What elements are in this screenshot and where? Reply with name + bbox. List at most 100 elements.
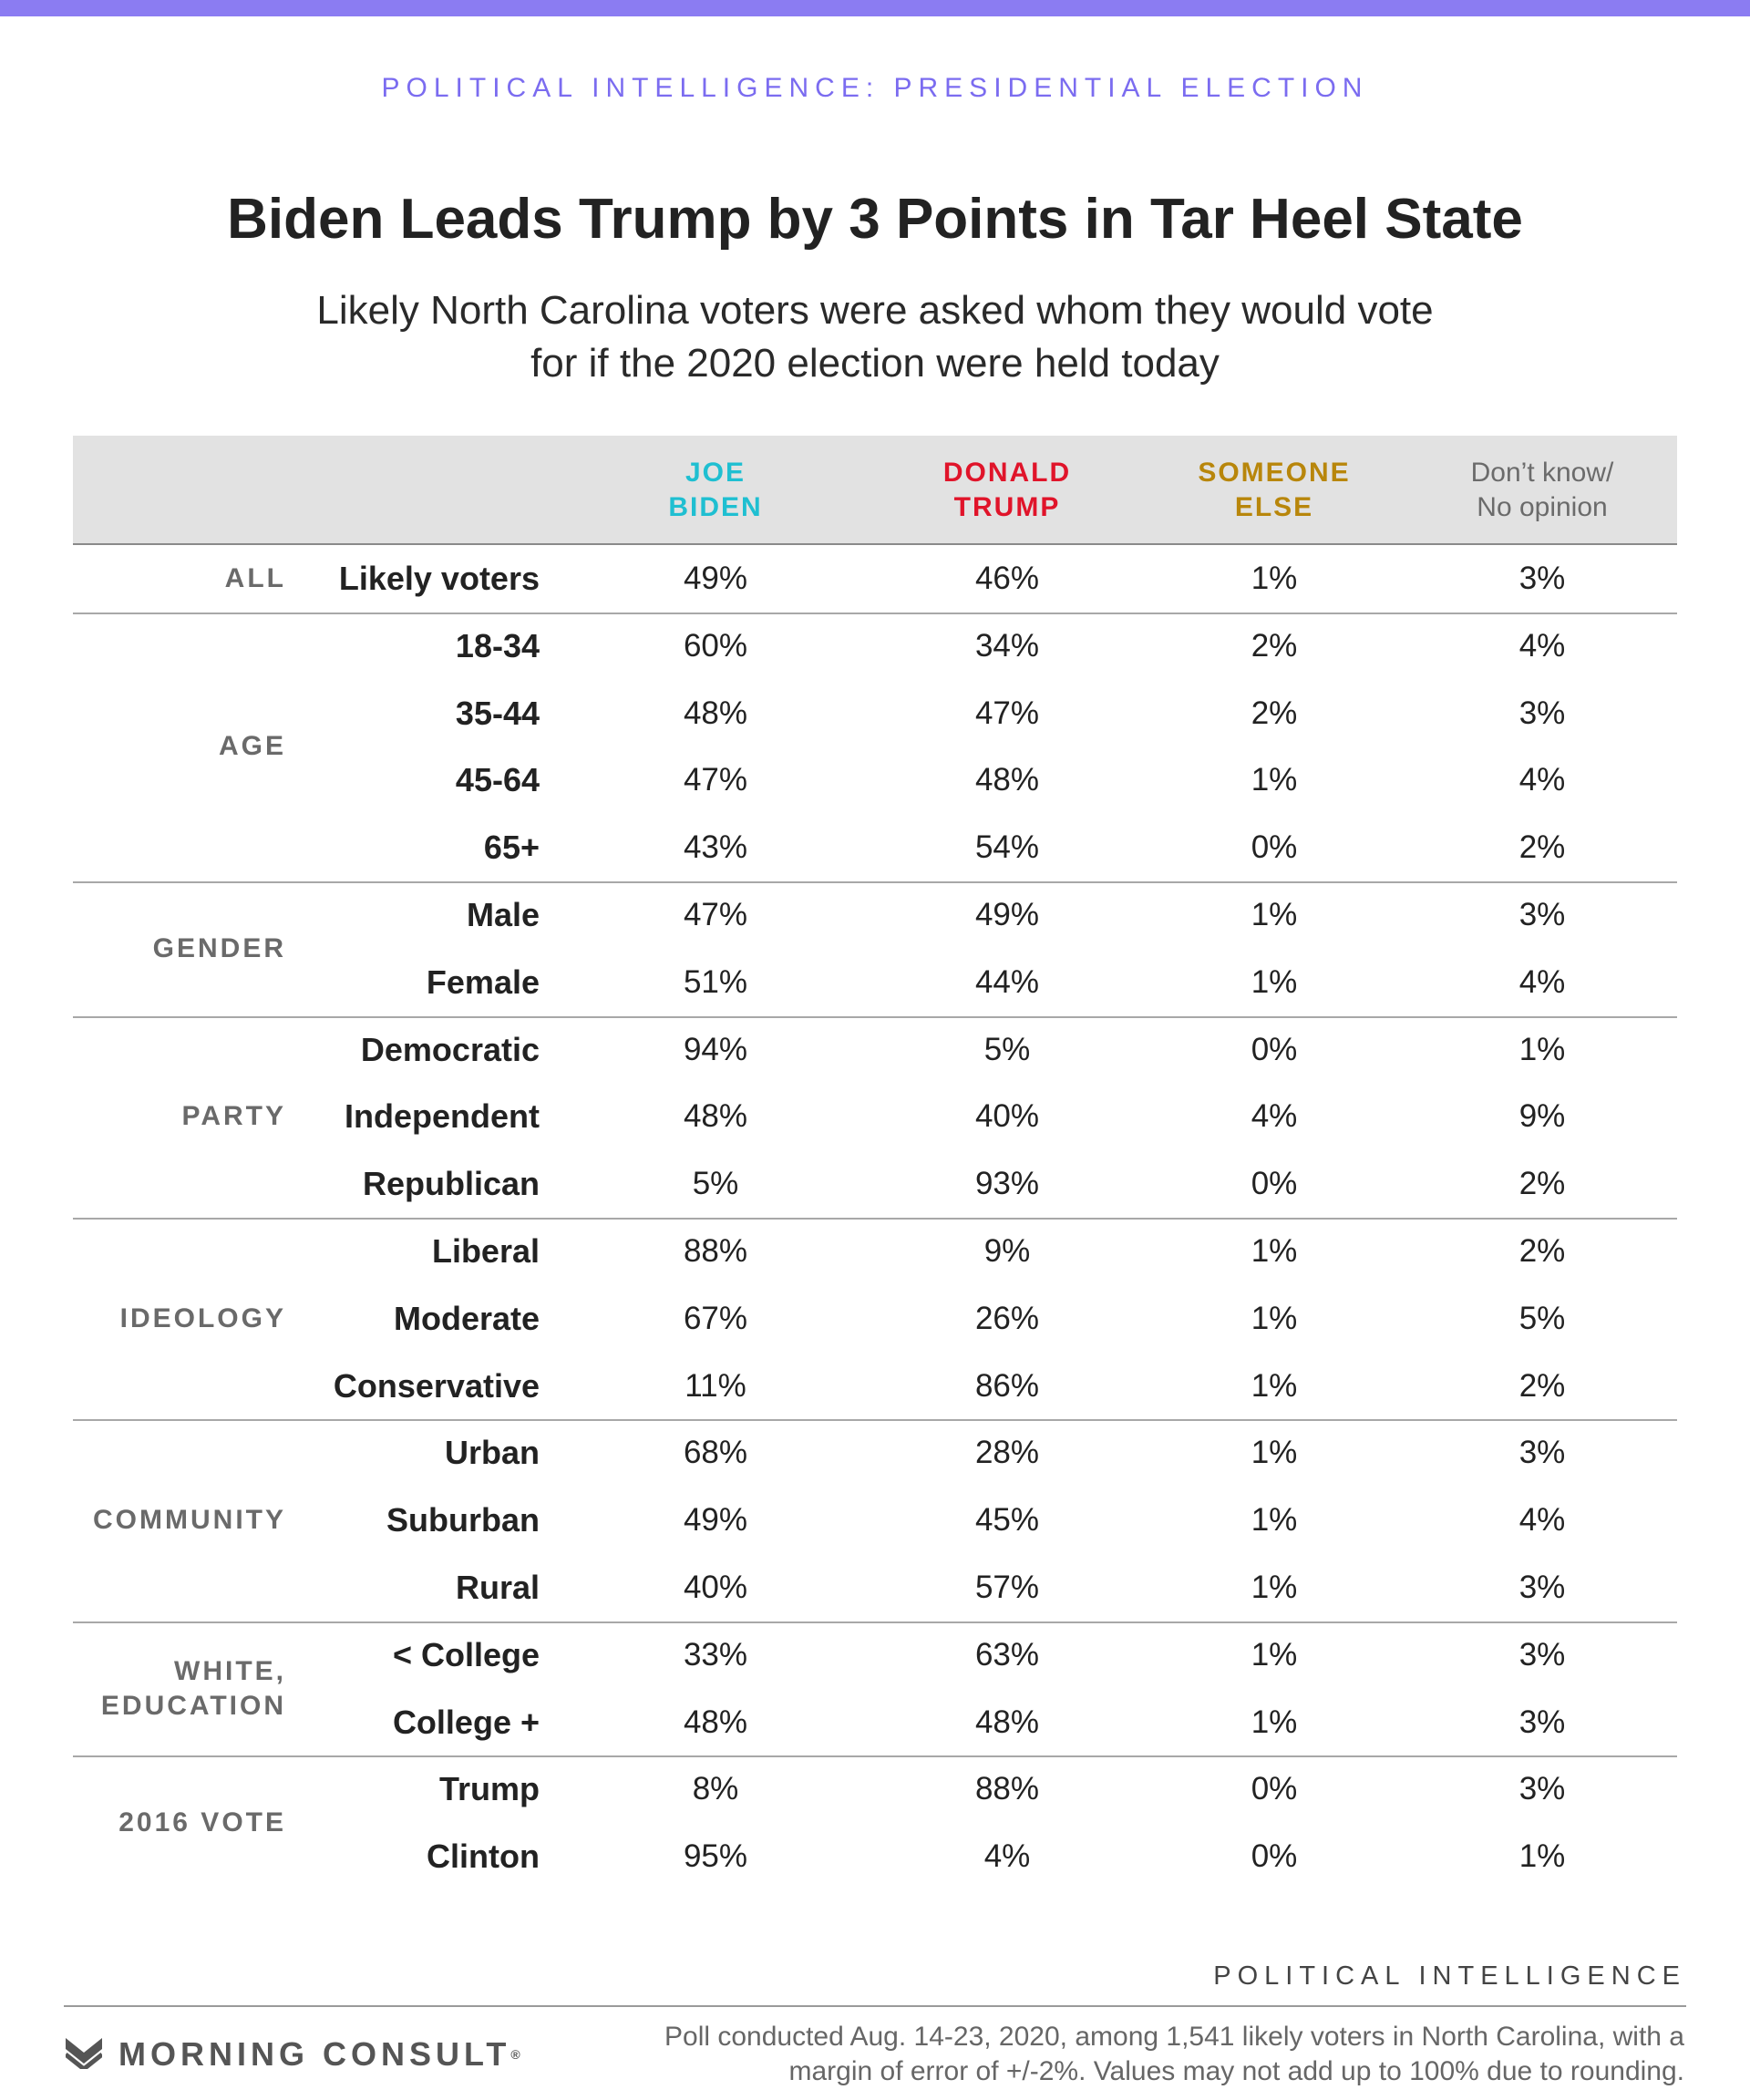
table-cell: 48%	[683, 695, 748, 731]
table-cell: 1%	[1251, 560, 1298, 596]
morning-consult-logo-icon	[66, 2038, 102, 2069]
source-tag: POLITICAL INTELLIGENCE	[1213, 1961, 1686, 1991]
table-cell: 0%	[1251, 1166, 1298, 1202]
table-cell: 1%	[1518, 1838, 1566, 1875]
table-cell: 49%	[683, 1502, 748, 1539]
table-cell: 4%	[1518, 627, 1566, 664]
row-label: < College	[392, 1635, 540, 1673]
table-cell: 47%	[974, 695, 1040, 731]
table-cell: 1%	[1251, 1636, 1298, 1673]
table-cell: 60%	[683, 627, 748, 664]
table-cell: 51%	[683, 963, 748, 1000]
table-cell: 1%	[1251, 1502, 1298, 1539]
table-cell: 2%	[1251, 627, 1298, 664]
table-cell: 57%	[974, 1569, 1040, 1605]
table-cell: 54%	[974, 829, 1040, 866]
table-cell: 2%	[1518, 829, 1566, 866]
row-label: Suburban	[386, 1501, 540, 1539]
group-label: GENDER	[152, 932, 286, 963]
table-cell: 94%	[683, 1031, 748, 1067]
row-label: Likely voters	[338, 559, 540, 597]
table-cell: 88%	[974, 1771, 1040, 1807]
row-label: Republican	[362, 1165, 540, 1203]
table-cell: 68%	[683, 1435, 748, 1471]
table-cell: 1%	[1251, 1232, 1298, 1269]
table-cell: 4%	[1518, 963, 1566, 1000]
group-label: IDEOLOGY	[119, 1302, 286, 1333]
row-label: Urban	[444, 1434, 540, 1472]
registered-mark: ®	[510, 2047, 520, 2062]
footer-divider	[64, 2005, 1686, 2007]
table-cell: 48%	[683, 1098, 748, 1135]
chart-title: Biden Leads Trump by 3 Points in Tar Hee…	[227, 188, 1523, 251]
table-cell: 49%	[974, 896, 1040, 932]
table-cell: 0%	[1251, 1838, 1298, 1875]
row-label: Female	[426, 962, 540, 1001]
table-cell: 1%	[1251, 896, 1298, 932]
table-cell: 2%	[1518, 1367, 1566, 1404]
row-label: Moderate	[393, 1299, 540, 1337]
table-cell: 2%	[1518, 1166, 1566, 1202]
table-cell: 34%	[974, 627, 1040, 664]
row-label: College +	[392, 1703, 540, 1741]
table-cell: 9%	[983, 1232, 1031, 1269]
group-divider	[73, 1419, 1677, 1422]
table-cell: 95%	[683, 1838, 748, 1875]
methodology-note: Poll conducted Aug. 14-23, 2020, among 1…	[664, 2022, 1684, 2086]
table-cell: 1%	[1251, 762, 1298, 798]
table-cell: 40%	[683, 1569, 748, 1605]
table-header	[73, 436, 1677, 545]
column-header-3: SOMEONE ELSE	[1198, 458, 1351, 522]
table-cell: 3%	[1518, 560, 1566, 596]
table-cell: 3%	[1518, 1636, 1566, 1673]
table-cell: 40%	[974, 1098, 1040, 1135]
table-cell: 3%	[1518, 695, 1566, 731]
table-cell: 1%	[1251, 1300, 1298, 1336]
brand-name: MORNING CONSULT®	[118, 2034, 520, 2074]
table-cell: 11%	[685, 1367, 746, 1404]
row-label: 45-64	[455, 761, 540, 799]
table-cell: 1%	[1251, 1569, 1298, 1605]
row-label: Male	[466, 895, 540, 933]
row-label: 18-34	[455, 626, 540, 664]
table-cell: 3%	[1518, 1771, 1566, 1807]
table-cell: 1%	[1251, 1435, 1298, 1471]
row-label: Rural	[455, 1568, 540, 1606]
row-label: Democratic	[360, 1030, 540, 1068]
row-label: Clinton	[427, 1838, 540, 1876]
table-cell: 88%	[683, 1232, 748, 1269]
group-label: COMMUNITY	[93, 1505, 286, 1536]
table-cell: 0%	[1251, 829, 1298, 866]
group-divider	[73, 612, 1677, 614]
table-cell: 5%	[1518, 1300, 1566, 1336]
table-cell: 1%	[1251, 1367, 1298, 1404]
table-cell: 47%	[683, 762, 748, 798]
table-cell: 44%	[974, 963, 1040, 1000]
table-cell: 48%	[683, 1704, 748, 1740]
table-cell: 3%	[1518, 896, 1566, 932]
group-label: PARTY	[181, 1101, 286, 1132]
row-label: Trump	[438, 1770, 540, 1808]
table-cell: 4%	[983, 1838, 1031, 1875]
table-cell: 26%	[974, 1300, 1040, 1336]
table-cell: 4%	[1518, 1502, 1566, 1539]
table-cell: 47%	[683, 896, 748, 932]
table-cell: 2%	[1251, 695, 1298, 731]
table-cell: 3%	[1518, 1435, 1566, 1471]
table-cell: 43%	[683, 829, 748, 866]
group-divider	[73, 1621, 1677, 1623]
group-divider	[73, 881, 1677, 883]
table-cell: 49%	[683, 560, 748, 596]
table-cell: 1%	[1251, 1704, 1298, 1740]
row-label: 65+	[483, 829, 540, 867]
row-label: 35-44	[455, 694, 540, 732]
table-cell: 1%	[1251, 963, 1298, 1000]
group-divider	[73, 1755, 1677, 1758]
table-cell: 5%	[983, 1031, 1031, 1067]
group-label: 2016 VOTE	[118, 1807, 286, 1838]
table-cell: 48%	[974, 1704, 1040, 1740]
table-cell: 93%	[974, 1166, 1040, 1202]
group-divider	[73, 1218, 1677, 1220]
table-cell: 46%	[974, 560, 1040, 596]
row-label: Conservative	[333, 1366, 540, 1405]
